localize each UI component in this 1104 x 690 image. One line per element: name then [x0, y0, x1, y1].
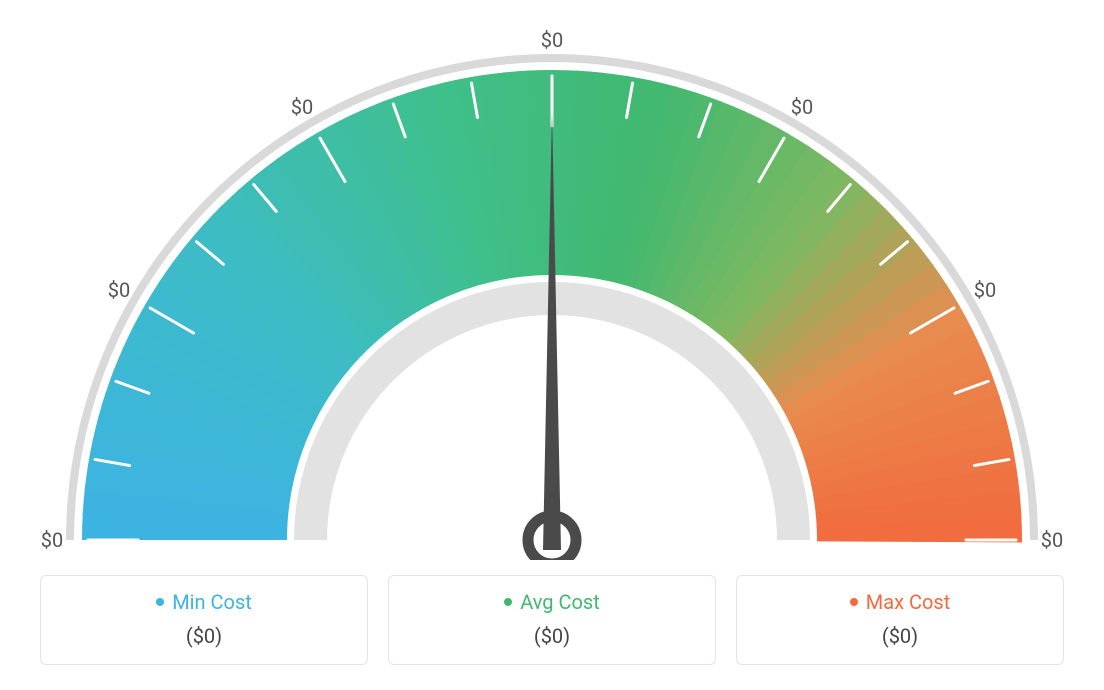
- gauge-tick-label: $0: [41, 528, 63, 552]
- legend-value-max: ($0): [747, 624, 1053, 648]
- gauge-tick-label: $0: [108, 278, 130, 302]
- legend-card-max: Max Cost ($0): [736, 575, 1064, 665]
- gauge-tick-label: $0: [791, 95, 813, 119]
- legend-title-avg: Avg Cost: [504, 590, 600, 614]
- legend-dot-min: [156, 598, 164, 606]
- legend-label-avg: Avg Cost: [520, 590, 600, 614]
- legend-card-avg: Avg Cost ($0): [388, 575, 716, 665]
- legend-dot-avg: [504, 598, 512, 606]
- legend-row: Min Cost ($0) Avg Cost ($0) Max Cost ($0…: [40, 575, 1064, 665]
- legend-value-min: ($0): [51, 624, 357, 648]
- gauge-tick-label: $0: [291, 95, 313, 119]
- gauge-tick-label: $0: [541, 28, 563, 52]
- legend-title-max: Max Cost: [850, 590, 951, 614]
- legend-label-min: Min Cost: [172, 590, 252, 614]
- legend-title-min: Min Cost: [156, 590, 252, 614]
- chart-container: $0 $0 $0 $0 $0 $0 $0 Min Cost ($0) Avg Cost ($…: [0, 0, 1104, 690]
- legend-value-avg: ($0): [399, 624, 705, 648]
- legend-dot-max: [850, 598, 858, 606]
- gauge-tick-label: $0: [1041, 528, 1063, 552]
- gauge-tick-label: $0: [974, 278, 996, 302]
- gauge-chart: $0 $0 $0 $0 $0 $0 $0: [0, 0, 1104, 560]
- legend-card-min: Min Cost ($0): [40, 575, 368, 665]
- gauge-svg: [0, 0, 1104, 560]
- legend-label-max: Max Cost: [866, 590, 951, 614]
